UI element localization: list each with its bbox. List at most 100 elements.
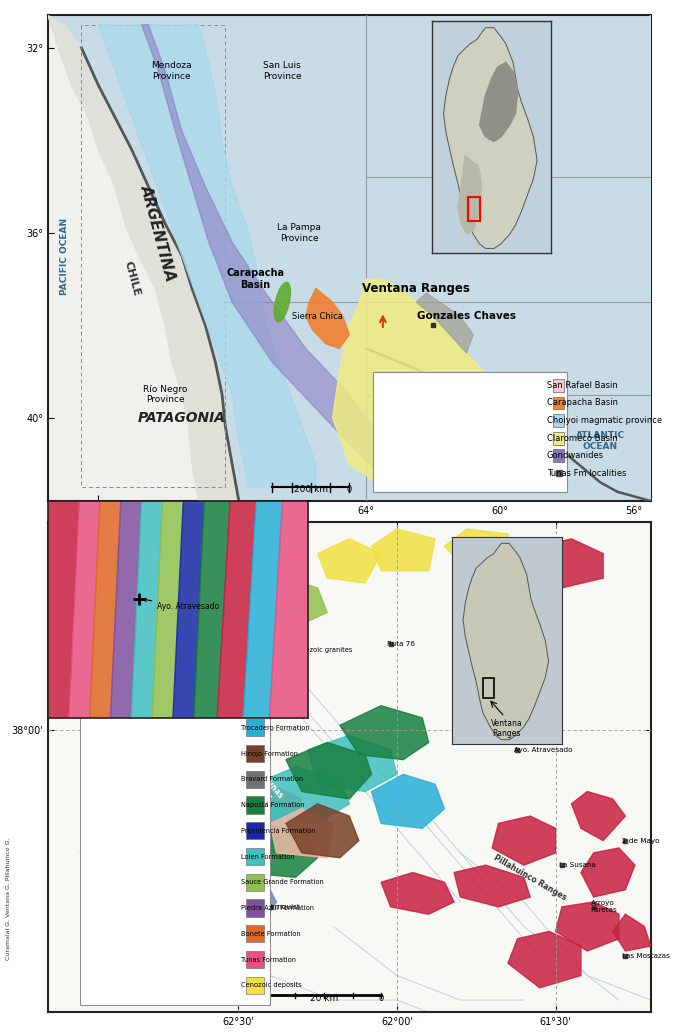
Text: Curamalal G. Ventana G. Pillahuinco G.: Curamalal G. Ventana G. Pillahuinco G. xyxy=(6,838,12,960)
Polygon shape xyxy=(445,529,508,563)
Text: Ruta 76: Ruta 76 xyxy=(388,641,415,648)
Polygon shape xyxy=(238,784,302,828)
Text: La Susana: La Susana xyxy=(559,863,596,868)
Polygon shape xyxy=(371,775,445,828)
Polygon shape xyxy=(118,841,200,907)
Polygon shape xyxy=(556,902,619,951)
Bar xyxy=(246,641,264,659)
Text: Tunas Fm localities: Tunas Fm localities xyxy=(242,622,305,628)
Text: Pillahuinco Ranges: Pillahuinco Ranges xyxy=(493,853,568,902)
Polygon shape xyxy=(381,873,454,914)
Polygon shape xyxy=(48,501,79,718)
Polygon shape xyxy=(371,529,435,571)
Text: Arroyo
Paretas: Arroyo Paretas xyxy=(590,901,617,913)
Bar xyxy=(246,693,264,711)
Polygon shape xyxy=(207,866,276,921)
Text: Trocadero Formation: Trocadero Formation xyxy=(242,725,310,730)
Text: Curamalal
Ranges: Curamalal Ranges xyxy=(185,678,228,724)
Bar xyxy=(553,379,564,392)
Polygon shape xyxy=(73,578,159,632)
Text: La Lola Formation: La Lola Formation xyxy=(242,674,301,680)
Polygon shape xyxy=(112,637,182,693)
Text: San Rafael Basin: San Rafael Basin xyxy=(547,381,618,389)
Text: ATLANTIC
OCEAN: ATLANTIC OCEAN xyxy=(576,431,625,450)
Bar xyxy=(246,745,264,762)
Bar xyxy=(246,848,264,866)
Bar xyxy=(246,951,264,968)
Polygon shape xyxy=(169,725,245,784)
Polygon shape xyxy=(169,686,245,750)
Bar xyxy=(246,900,264,916)
Polygon shape xyxy=(571,791,625,841)
Text: 20 km: 20 km xyxy=(310,994,338,1002)
Bar xyxy=(553,449,564,462)
Polygon shape xyxy=(333,279,540,488)
Bar xyxy=(373,372,567,492)
Polygon shape xyxy=(366,15,651,501)
Polygon shape xyxy=(182,652,254,706)
Text: Mascota Formation: Mascota Formation xyxy=(242,699,305,705)
Text: Ayo. Atravesado: Ayo. Atravesado xyxy=(143,598,219,612)
Text: Río Negro
Province: Río Negro Province xyxy=(143,385,188,404)
Polygon shape xyxy=(530,539,603,588)
Polygon shape xyxy=(463,543,549,740)
Text: Piedra Azul Formation: Piedra Azul Formation xyxy=(242,905,314,911)
Polygon shape xyxy=(194,501,230,718)
Text: 0: 0 xyxy=(347,486,352,494)
Text: Las Tunas
Ranges: Las Tunas Ranges xyxy=(242,761,285,807)
Text: Bravard Formation: Bravard Formation xyxy=(242,776,303,782)
Text: Gondwanides: Gondwanides xyxy=(547,451,604,460)
Text: Tunas Fm localities: Tunas Fm localities xyxy=(547,469,627,477)
Polygon shape xyxy=(68,501,100,718)
Polygon shape xyxy=(98,25,316,488)
Polygon shape xyxy=(149,759,232,828)
Polygon shape xyxy=(269,501,308,718)
Text: CHILE: CHILE xyxy=(122,260,141,298)
Text: Cenozoic deposits: Cenozoic deposits xyxy=(242,982,302,989)
Text: Carapacha Basin: Carapacha Basin xyxy=(547,399,618,407)
Bar xyxy=(246,771,264,788)
Text: Ventana
Ranges: Ventana Ranges xyxy=(162,813,200,853)
Bar xyxy=(79,593,270,1005)
Text: La Pampa
Province: La Pampa Province xyxy=(277,223,321,243)
Polygon shape xyxy=(207,799,302,853)
Text: Carapacha
Basin: Carapacha Basin xyxy=(227,269,284,290)
Text: Tunas Formation: Tunas Formation xyxy=(242,957,297,963)
Text: Sauce Grande Formation: Sauce Grande Formation xyxy=(242,879,324,885)
Bar xyxy=(553,397,564,409)
Bar xyxy=(246,926,264,942)
Polygon shape xyxy=(232,823,318,877)
Text: 0: 0 xyxy=(378,994,384,1002)
Polygon shape xyxy=(110,501,142,718)
Bar xyxy=(553,414,564,427)
Text: 200 km: 200 km xyxy=(294,486,328,494)
Text: Buenos Aires
Province: Buenos Aires Province xyxy=(469,106,532,128)
Polygon shape xyxy=(200,602,276,652)
Bar xyxy=(246,667,264,685)
Bar xyxy=(553,432,564,444)
Text: Tornquist: Tornquist xyxy=(267,904,299,910)
Polygon shape xyxy=(581,848,635,897)
Text: Gonzales Chaves: Gonzales Chaves xyxy=(417,311,516,321)
Text: PATAGONIA: PATAGONIA xyxy=(138,411,226,425)
Text: Choiyoi magmatic province: Choiyoi magmatic province xyxy=(547,416,662,425)
Polygon shape xyxy=(137,804,213,866)
Text: B: B xyxy=(58,511,71,529)
Polygon shape xyxy=(444,28,537,249)
Text: N: N xyxy=(240,534,249,544)
Text: Basement and Paleozoic granites: Basement and Paleozoic granites xyxy=(242,648,353,654)
Polygon shape xyxy=(458,155,482,234)
Text: Las Mostazas: Las Mostazas xyxy=(622,952,670,959)
Polygon shape xyxy=(90,501,121,718)
Polygon shape xyxy=(48,15,239,501)
Polygon shape xyxy=(416,293,473,353)
Polygon shape xyxy=(217,501,256,718)
Text: Ventana Ranges: Ventana Ranges xyxy=(362,282,471,294)
Text: PACIFIC OCEAN: PACIFIC OCEAN xyxy=(60,217,69,294)
Polygon shape xyxy=(340,706,429,759)
Polygon shape xyxy=(142,25,416,488)
Text: San Carlos: San Carlos xyxy=(473,732,511,739)
Polygon shape xyxy=(254,768,349,823)
Text: Mendoza
Province: Mendoza Province xyxy=(151,61,192,81)
Polygon shape xyxy=(308,735,397,791)
